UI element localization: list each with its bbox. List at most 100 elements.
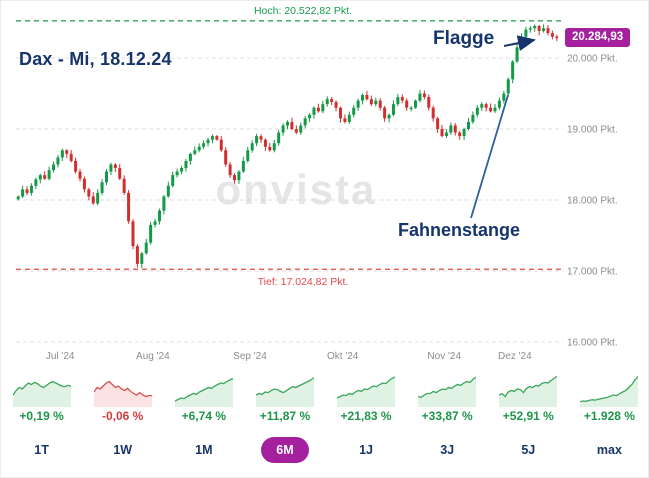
candle-body xyxy=(171,175,175,186)
range-cell-1M: +6,74 % xyxy=(163,371,244,423)
sparkline-area xyxy=(418,377,477,407)
candle-body xyxy=(65,150,69,154)
period-button-max[interactable]: max xyxy=(596,443,622,457)
candle-body xyxy=(105,171,108,183)
x-axis-label: Aug '24 xyxy=(136,351,170,362)
candle-body xyxy=(38,175,42,180)
sparkline-line xyxy=(499,375,558,398)
candle-body xyxy=(263,139,267,147)
range-cell-6M: +11,87 % xyxy=(244,371,325,423)
candle-body xyxy=(188,153,192,161)
candle-body xyxy=(91,196,95,204)
sparkline-6M xyxy=(255,377,314,407)
candle-body xyxy=(25,189,29,193)
candles xyxy=(16,24,559,269)
candle-body xyxy=(237,171,241,181)
candle-body xyxy=(475,107,479,115)
flag-arrow xyxy=(503,35,536,51)
candle-body xyxy=(206,139,210,144)
candle-body xyxy=(127,192,131,222)
high-low-marker-lines xyxy=(16,20,561,270)
period-button-1W[interactable]: 1W xyxy=(113,443,133,457)
candle-body xyxy=(215,136,219,140)
candle-body xyxy=(396,97,400,105)
range-change-1J: +21,83 % xyxy=(340,409,392,423)
flagpole-annotation: Fahnenstange xyxy=(398,220,521,240)
candle-body xyxy=(29,185,33,193)
sparkline-area xyxy=(93,381,152,407)
candle-body xyxy=(422,93,426,98)
candle-body xyxy=(246,150,250,161)
candle-body xyxy=(16,196,20,200)
candle-body xyxy=(272,143,276,151)
range-change-1T: +0,19 % xyxy=(19,409,64,423)
candle-body xyxy=(149,224,153,243)
candle-body xyxy=(184,160,188,169)
candle-body xyxy=(100,182,104,193)
period-button-5J[interactable]: 5J xyxy=(521,443,536,457)
period-button-6M[interactable]: 6M xyxy=(261,437,309,463)
candle-body xyxy=(224,150,228,165)
candle-body xyxy=(140,253,144,264)
candle-body xyxy=(87,189,91,197)
candlestick-chart: onvista 20.000 Pkt. 19.000 Pkt. 18.000 Pkt… xyxy=(16,5,618,362)
candle-body xyxy=(21,189,25,197)
range-change-6M: +11,87 % xyxy=(259,409,311,423)
candle-body xyxy=(250,143,254,151)
candle-body xyxy=(60,150,64,158)
candle-body xyxy=(537,26,541,32)
candle-body xyxy=(383,107,387,119)
candle-body xyxy=(113,164,117,169)
range-change-3J: +33,87 % xyxy=(421,409,473,423)
range-cell-3J: +33,87 % xyxy=(407,371,488,423)
candle-body xyxy=(533,26,537,29)
candle-body xyxy=(241,160,245,172)
candle-body xyxy=(56,157,60,165)
sparkline-line xyxy=(93,380,152,398)
candle-body xyxy=(316,107,320,112)
performance-row: +0,19 % -0,06 % +6,74 % +11,87 % +21,83 % +33… xyxy=(1,371,648,423)
candle-body xyxy=(109,164,113,172)
annotation-lines xyxy=(470,35,536,219)
candle-body xyxy=(555,36,559,39)
sparkline-line xyxy=(12,380,71,396)
candle-body xyxy=(118,168,122,179)
candle-body xyxy=(352,107,356,115)
y-axis-label: 18.000 Pkt. xyxy=(567,196,618,207)
y-axis-label: 16.000 Pkt. xyxy=(567,338,618,349)
candle-body xyxy=(233,175,237,181)
high-label: Hoch: 20.522,82 Pkt. xyxy=(254,5,352,17)
period-button-1T[interactable]: 1T xyxy=(34,443,49,457)
candle-body xyxy=(356,100,360,108)
candle-body xyxy=(255,136,259,144)
period-button-cell: 1W xyxy=(82,437,163,463)
period-button-1M[interactable]: 1M xyxy=(195,443,213,457)
sparkline-3J xyxy=(418,376,477,407)
onvista-watermark: onvista xyxy=(215,166,376,213)
candle-body xyxy=(294,129,298,133)
flag-annotation: Flagge xyxy=(433,28,495,49)
sparkline-5J xyxy=(499,375,558,407)
x-axis-label: Sep '24 xyxy=(233,351,267,362)
candle-body xyxy=(409,107,413,110)
range-cell-1J: +21,83 % xyxy=(326,371,407,423)
candle-body xyxy=(157,210,161,222)
sparkline-1J xyxy=(337,376,396,407)
candle-body xyxy=(281,125,285,133)
period-button-1J[interactable]: 1J xyxy=(359,443,374,457)
candle-body xyxy=(444,132,448,137)
flagpole-pointer-line xyxy=(470,94,509,219)
x-axis-label: Jul '24 xyxy=(46,351,75,362)
period-button-cell: 6M xyxy=(244,437,325,463)
candle-body xyxy=(546,28,550,34)
sparkline-1W xyxy=(93,380,152,407)
x-axis-label: Nov '24 xyxy=(427,351,461,362)
candle-body xyxy=(449,125,453,133)
candle-body xyxy=(347,114,351,122)
candle-body xyxy=(290,121,294,129)
candle-body xyxy=(43,175,47,179)
candle-body xyxy=(436,118,440,129)
period-button-3J[interactable]: 3J xyxy=(440,443,455,457)
candle-body xyxy=(458,132,462,137)
range-change-5J: +52,91 % xyxy=(502,409,554,423)
